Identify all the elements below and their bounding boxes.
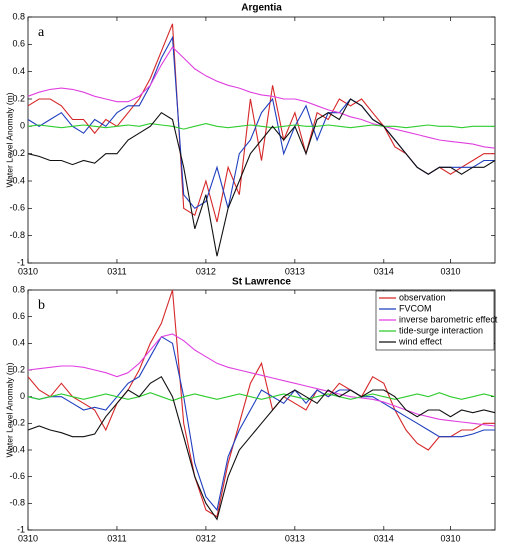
y-tick-label: -0.6 bbox=[9, 203, 25, 213]
y-tick-label: -0.6 bbox=[9, 471, 25, 481]
x-tick-label: 0310 bbox=[441, 266, 461, 276]
y-tick-label: -1 bbox=[17, 257, 25, 267]
x-tick-label: 0310 bbox=[18, 266, 38, 276]
y-tick-label: 0.2 bbox=[12, 93, 25, 103]
y-axis-label: Water Level Anomaly (m) bbox=[4, 362, 14, 457]
x-tick-label: 0314 bbox=[374, 266, 394, 276]
panel: St Lawrence -1 -0.8 -0.6 -0.4 -0.2 0 0.2 0.4 0.6 0… bbox=[4, 277, 498, 544]
chart-title: St Lawrence bbox=[232, 277, 291, 288]
series-line bbox=[27, 46, 496, 149]
x-tick-label: 0313 bbox=[285, 533, 305, 543]
series-line bbox=[27, 98, 496, 257]
x-tick-label: 0310 bbox=[18, 533, 38, 543]
legend-label: inverse barometric effect bbox=[399, 314, 498, 324]
y-tick-label: -0.8 bbox=[9, 230, 25, 240]
y-tick-label: 0 bbox=[20, 391, 25, 401]
x-tick-label: 0310 bbox=[441, 533, 461, 543]
x-tick-label: 0311 bbox=[107, 533, 126, 543]
series-line bbox=[27, 375, 496, 521]
series-line bbox=[27, 335, 495, 512]
panel-label: b bbox=[38, 298, 45, 313]
y-tick-label: -0.4 bbox=[9, 175, 25, 185]
y-tick-label: 0 bbox=[20, 121, 25, 131]
legend-label: observation bbox=[399, 292, 446, 302]
x-tick-label: 0314 bbox=[374, 533, 394, 543]
legend-label: wind effect bbox=[398, 336, 442, 346]
y-tick-label: -1 bbox=[17, 524, 25, 534]
y-tick-label: 0.6 bbox=[12, 39, 25, 49]
panel: Argentia -1 -0.8 -0.6 -0.4 -0.2 0 0.2 0.4 0.6 0.8 0… bbox=[4, 3, 496, 276]
x-tick-label: 0312 bbox=[196, 266, 216, 276]
y-tick-label: -0.2 bbox=[9, 148, 25, 158]
x-tick-label: 0312 bbox=[196, 533, 216, 543]
y-tick-label: 0.8 bbox=[12, 11, 25, 21]
y-tick-label: 0.8 bbox=[12, 284, 25, 294]
y-tick-label: 0.4 bbox=[12, 66, 25, 76]
x-tick-label: 0311 bbox=[107, 266, 126, 276]
series-line bbox=[27, 333, 496, 427]
series-line bbox=[27, 123, 495, 130]
y-tick-label: -0.8 bbox=[9, 498, 25, 508]
y-tick-label: -0.4 bbox=[9, 444, 25, 454]
y-tick-label: -0.2 bbox=[9, 418, 25, 428]
y-tick-label: 0.4 bbox=[12, 338, 25, 348]
chart-title: Argentia bbox=[241, 3, 282, 14]
x-tick-label: 0313 bbox=[285, 266, 305, 276]
legend-label: tide-surge interaction bbox=[399, 325, 483, 335]
legend-label: FVCOM bbox=[399, 303, 432, 313]
series-line bbox=[27, 392, 496, 402]
y-axis-label: Water Level Anomaly (m) bbox=[4, 92, 14, 187]
y-tick-label: 0.2 bbox=[12, 364, 25, 374]
panel-label: a bbox=[38, 25, 45, 40]
y-tick-label: 0.6 bbox=[12, 311, 25, 321]
series-line bbox=[27, 289, 495, 518]
